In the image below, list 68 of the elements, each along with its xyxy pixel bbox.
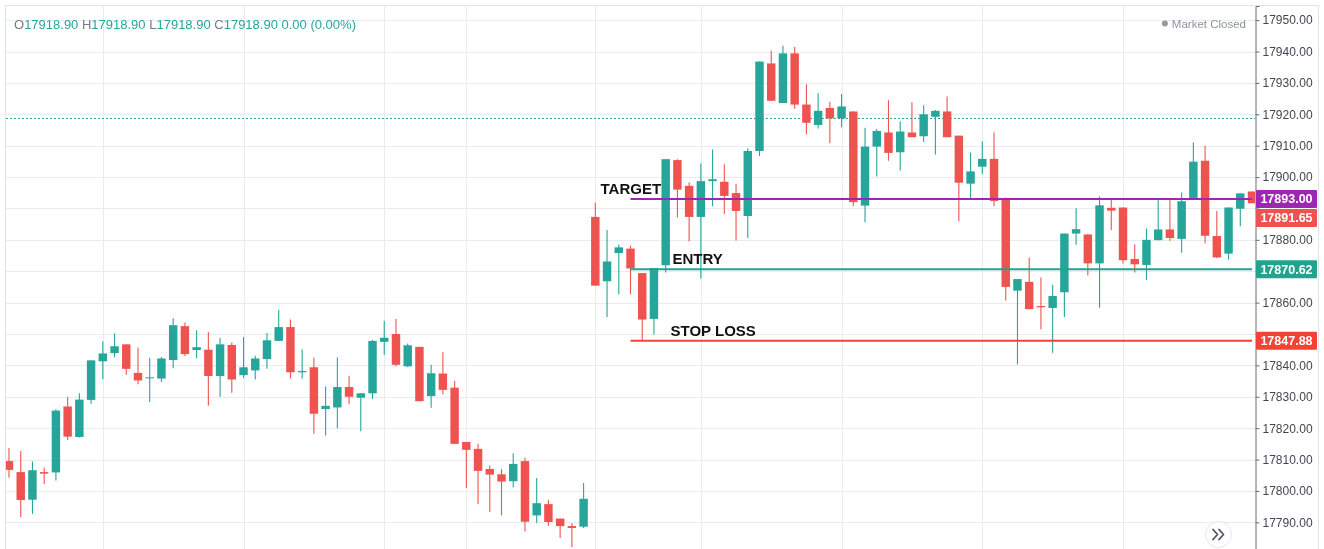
candlestick	[462, 441, 471, 489]
candlestick	[497, 468, 506, 516]
annotation: Market Closed	[1171, 17, 1246, 30]
candlestick	[544, 499, 553, 527]
candlestick	[1013, 278, 1022, 365]
candlestick	[426, 364, 436, 409]
chart-title: O17918.90 H17918.90 L17918.90 C17918.90 0.00 (0.00%)	[14, 17, 356, 32]
y-tick-label: 17800.00	[1262, 484, 1313, 499]
candlestick	[825, 101, 835, 144]
y-tick-label: 17900.00	[1262, 170, 1313, 185]
candlestick	[1071, 207, 1081, 246]
candlestick	[614, 243, 623, 295]
candlestick	[532, 477, 541, 524]
y-tick-label: 17930.00	[1262, 76, 1313, 91]
candlestick	[262, 332, 272, 370]
candlestick	[157, 356, 166, 383]
y-tick-label: 17910.00	[1262, 139, 1313, 154]
candlestick	[485, 464, 495, 513]
y-tick-label: 17810.00	[1262, 452, 1313, 467]
candlestick	[884, 99, 893, 162]
candlestick	[1212, 210, 1222, 259]
candlestick	[1048, 284, 1057, 354]
candlestick	[720, 163, 729, 215]
candlestick	[473, 443, 483, 505]
candlestick	[509, 452, 518, 489]
series-label: TARGET	[600, 180, 662, 198]
candlestick	[907, 101, 917, 138]
candlestick	[145, 357, 154, 403]
y-tick-label: 17840.00	[1262, 358, 1313, 373]
candlestick	[1107, 198, 1116, 231]
candlestick	[802, 83, 811, 135]
candlestick	[602, 229, 612, 318]
y-tick-label: 17820.00	[1262, 421, 1313, 436]
candlestick	[333, 356, 342, 429]
y-tick-label: 17940.00	[1262, 44, 1313, 59]
candlestick	[98, 340, 108, 380]
candlestick	[1153, 198, 1163, 241]
candlestick	[1165, 198, 1175, 242]
y-tick-label: 17860.00	[1262, 295, 1313, 310]
candlestick	[356, 392, 366, 432]
candlestick	[251, 355, 260, 381]
candlestick	[344, 375, 354, 405]
candlestick	[626, 244, 635, 295]
y-tick-label: 17880.00	[1262, 233, 1313, 248]
candlestick	[966, 152, 975, 200]
candlestick	[708, 148, 717, 207]
data-label: 17893.00	[1260, 192, 1313, 207]
candlestick	[239, 336, 248, 379]
y-tick-label: 17950.00	[1262, 13, 1313, 28]
candlestick	[872, 128, 881, 177]
candlestick	[192, 329, 201, 359]
y-tick-label: 17920.00	[1262, 107, 1313, 122]
candlestick	[380, 320, 389, 356]
text: 17891.65	[1260, 211, 1313, 226]
candlestick	[978, 140, 987, 175]
series-label: STOP LOSS	[670, 321, 756, 339]
data-label: 17870.62	[1260, 262, 1313, 277]
y-tick-label: 17830.00	[1262, 390, 1313, 405]
y-tick-label: 17790.00	[1262, 515, 1313, 530]
candlestick	[403, 342, 412, 368]
candlestick	[438, 351, 448, 395]
candlestick	[895, 120, 905, 172]
candlestick	[321, 385, 330, 436]
candlestick	[274, 309, 283, 342]
data-label: 17847.88	[1260, 334, 1313, 349]
candlestick	[110, 332, 119, 358]
candlestick	[567, 522, 577, 548]
candlestick	[6, 447, 14, 479]
